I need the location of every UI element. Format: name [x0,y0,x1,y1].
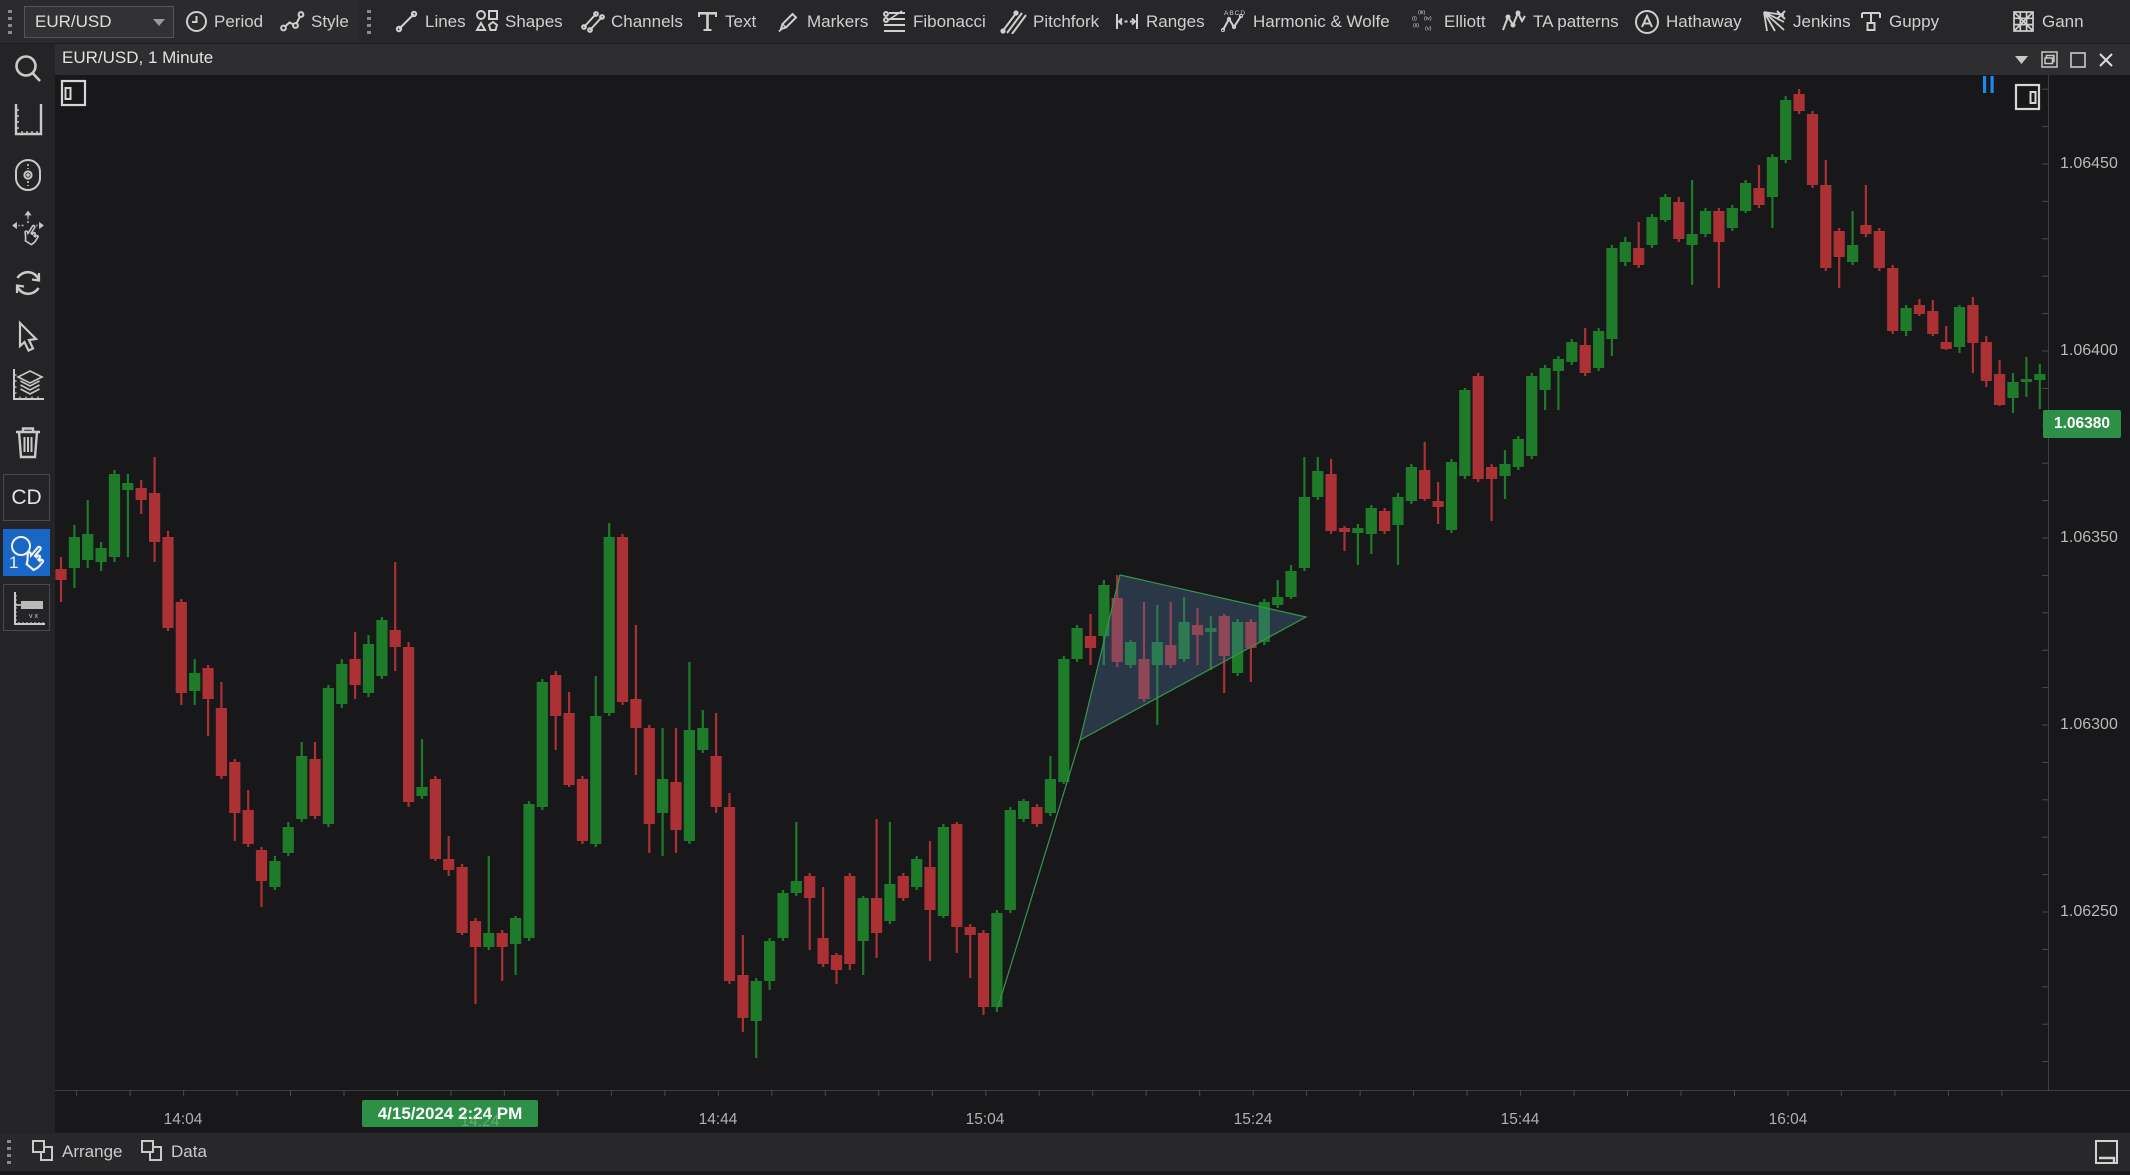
svg-text:(iii): (iii) [1418,10,1425,16]
svg-text:(i): (i) [1412,16,1417,22]
svg-text:(iv): (iv) [1424,16,1432,22]
svg-text:v x: v x [29,613,38,620]
svg-text:1: 1 [9,553,18,572]
svg-text:ABCD: ABCD [1224,10,1246,17]
svg-text:(v): (v) [1425,26,1432,32]
svg-text:(ii): (ii) [1413,23,1419,29]
